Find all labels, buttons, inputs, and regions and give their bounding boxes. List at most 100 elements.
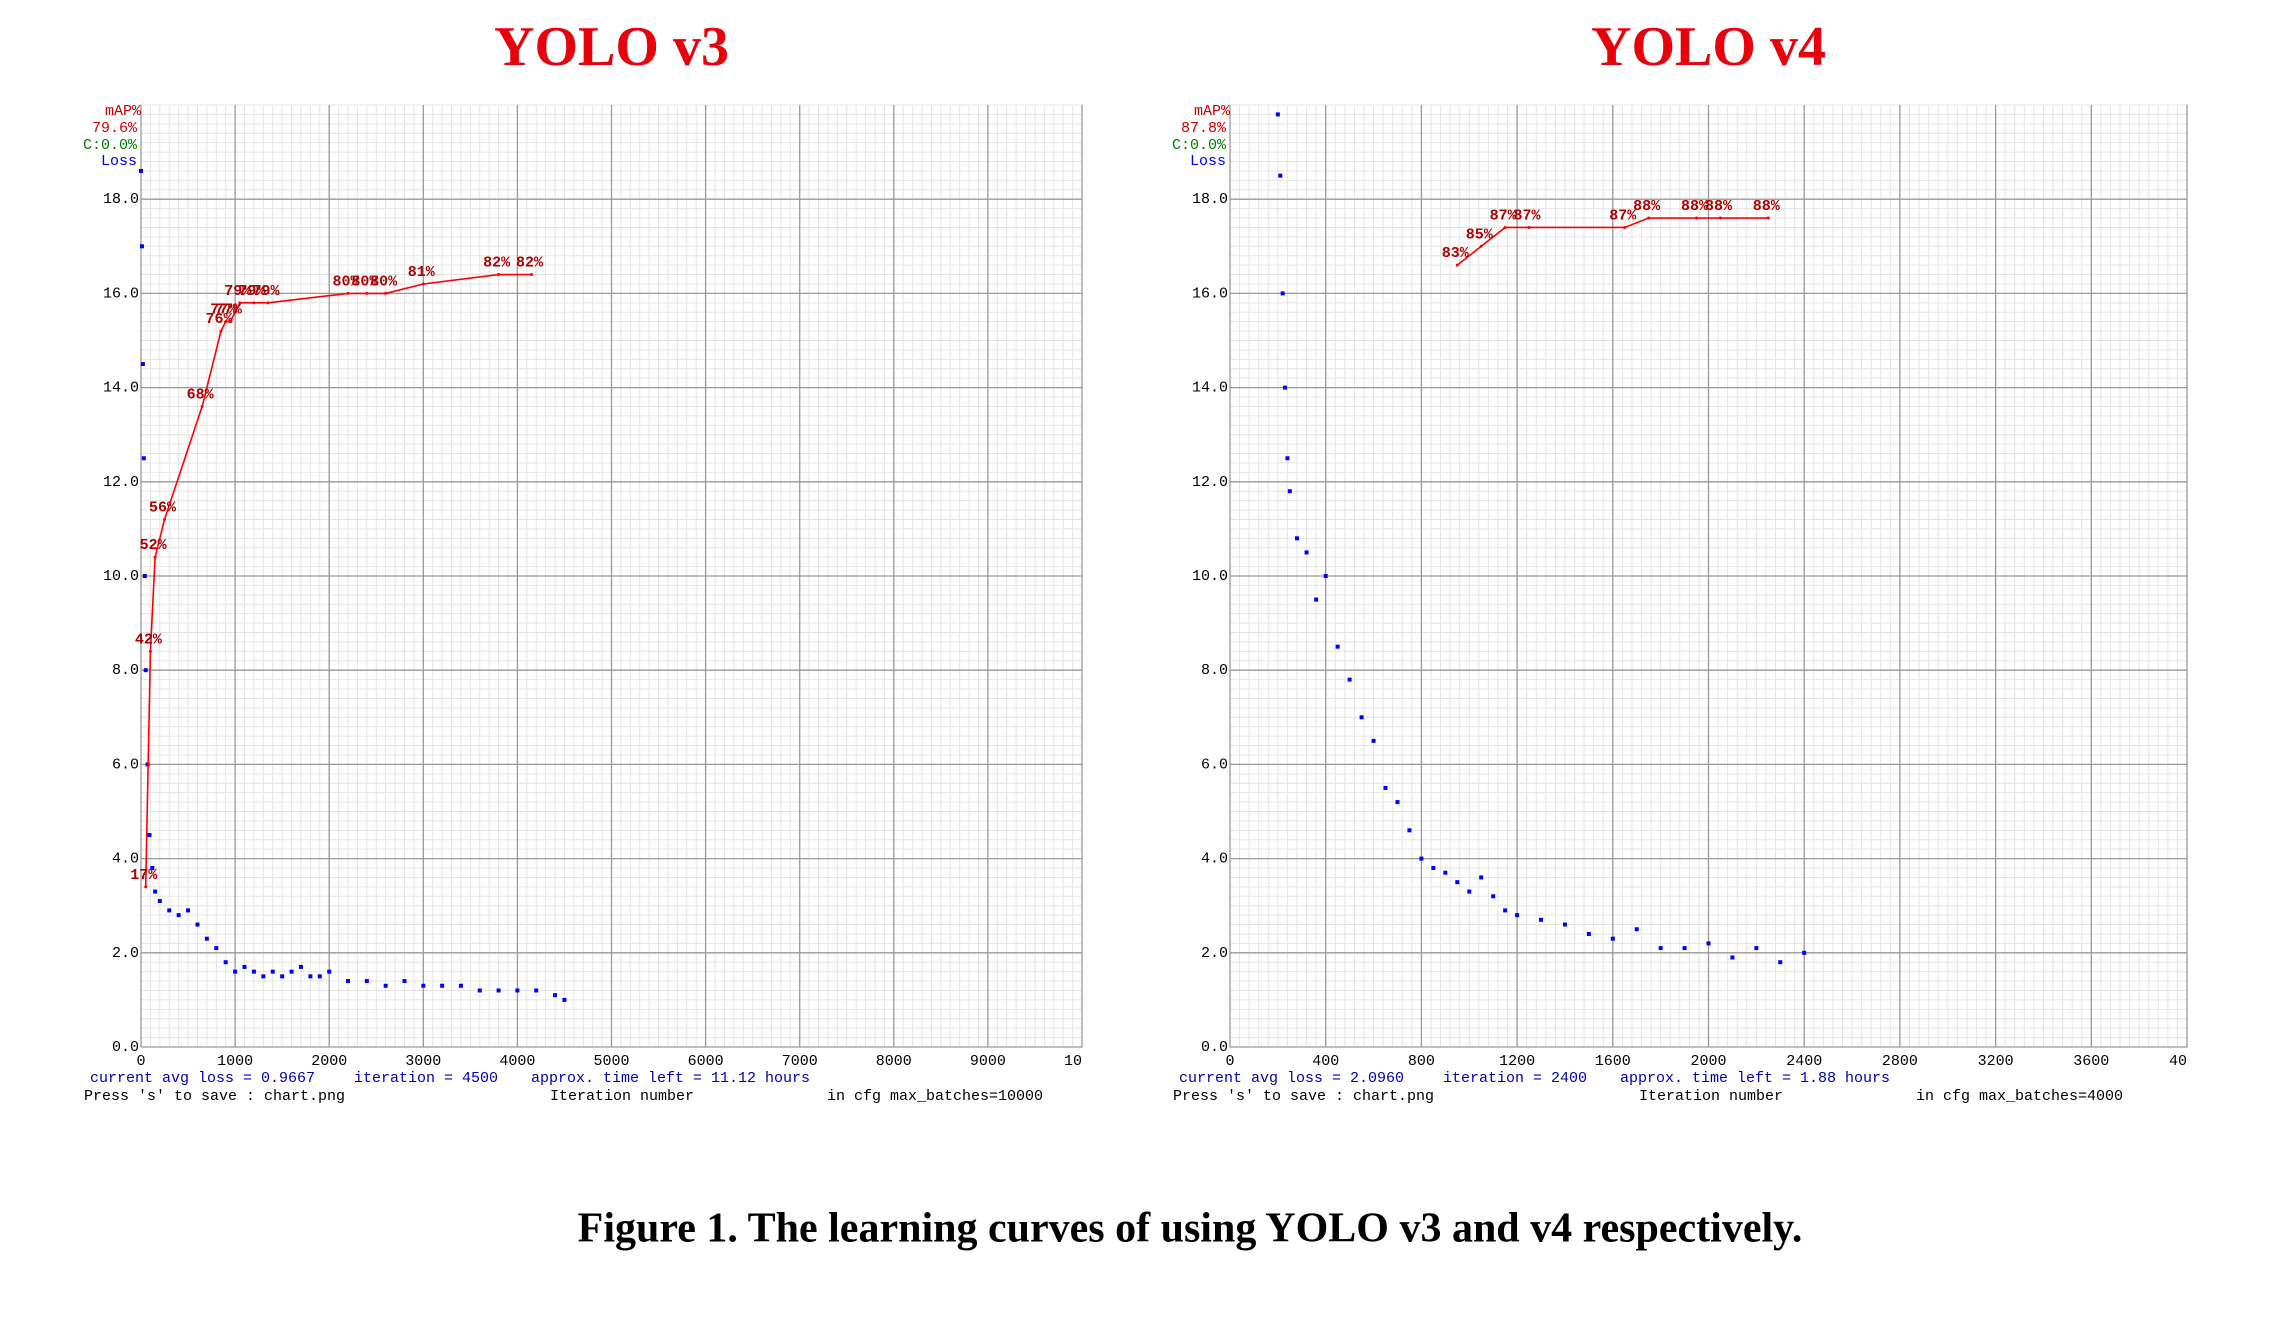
y-tick-label: 18.0 [1192, 191, 1228, 208]
x-tick-label: 3200 [1978, 1053, 2014, 1070]
loss-point [515, 988, 520, 993]
x-tick-label: 2800 [1882, 1053, 1918, 1070]
status-text: approx. time left = 1.88 hours [1620, 1070, 1890, 1087]
loss-point [308, 974, 313, 979]
legend-label: mAP% [105, 103, 142, 120]
map-point [148, 649, 152, 653]
loss-point [562, 997, 567, 1002]
loss-point [402, 979, 407, 984]
annotation: 87.8% [1181, 120, 1227, 137]
loss-point [1371, 738, 1376, 743]
loss-point [186, 908, 191, 913]
data-label: 52% [140, 537, 168, 554]
map-point [200, 404, 204, 408]
loss-point [289, 969, 294, 974]
loss-point [1419, 856, 1424, 861]
chart-title: YOLO v4 [1591, 16, 1826, 78]
map-point [421, 282, 425, 286]
data-label: 42% [135, 631, 163, 648]
map-point [1766, 216, 1770, 220]
loss-point [1335, 644, 1340, 649]
data-label: 76% [205, 311, 233, 328]
loss-point [139, 244, 144, 249]
status-text: current avg loss = 2.0960 [1179, 1070, 1404, 1087]
loss-point [496, 988, 501, 993]
loss-point [1610, 936, 1615, 941]
map-point [228, 320, 232, 324]
loss-point [214, 946, 219, 951]
loss-point [139, 168, 143, 173]
loss-point [1283, 385, 1288, 390]
map-point [238, 301, 242, 305]
data-label: 79% [224, 283, 252, 300]
map-point [219, 329, 223, 333]
loss-point [1479, 875, 1484, 880]
loss-point [1802, 950, 1807, 955]
loss-point [298, 964, 303, 969]
status-text: in cfg max_batches=4000 [1916, 1088, 2123, 1105]
legend-label: Loss [101, 153, 137, 170]
map-point [224, 320, 228, 324]
loss-point [195, 922, 200, 927]
loss-point [383, 983, 388, 988]
y-tick-label: 14.0 [103, 380, 139, 397]
loss-point [1539, 917, 1544, 922]
loss-point [261, 974, 266, 979]
x-tick-label: 2400 [1786, 1053, 1822, 1070]
data-label: 83% [1442, 245, 1470, 262]
y-tick-label: 2.0 [112, 945, 139, 962]
data-label: 80% [351, 273, 379, 290]
y-tick-label: 0.0 [1201, 1039, 1228, 1056]
status-text: Press 's' to save : chart.png [1173, 1088, 1434, 1105]
x-tick-label: 1000 [217, 1053, 253, 1070]
loss-point [1314, 597, 1319, 602]
data-label: 82% [516, 255, 544, 272]
x-tick-label: 6000 [688, 1053, 724, 1070]
x-tick-label: 1200 [1499, 1053, 1535, 1070]
data-label: 68% [187, 386, 215, 403]
loss-point [142, 574, 147, 578]
map-point [497, 273, 501, 277]
loss-point [421, 983, 426, 988]
map-point [144, 885, 148, 889]
y-tick-label: 18.0 [103, 191, 139, 208]
loss-point [364, 979, 369, 984]
loss-point [1285, 456, 1290, 461]
loss-point [458, 983, 463, 988]
x-tick-label: 8000 [876, 1053, 912, 1070]
map-point [365, 291, 369, 295]
chart-title: YOLO v3 [494, 16, 729, 78]
y-tick-label: 0.0 [112, 1039, 139, 1056]
loss-point [1395, 800, 1400, 805]
loss-point [153, 889, 158, 894]
x-axis-label: Iteration number [550, 1088, 694, 1105]
x-tick-label: 3600 [2073, 1053, 2109, 1070]
map-point [1527, 225, 1531, 229]
map-point [252, 301, 256, 305]
legend-label: mAP% [1194, 103, 1231, 120]
loss-point [327, 969, 332, 974]
map-point [1647, 216, 1651, 220]
loss-point [346, 979, 351, 984]
loss-point [1294, 536, 1299, 541]
x-tick-label: 9000 [970, 1053, 1006, 1070]
x-tick-label: 10 [1064, 1053, 1082, 1070]
loss-point [553, 993, 558, 998]
loss-point [251, 969, 256, 974]
loss-point [1455, 880, 1460, 885]
status-text: Press 's' to save : chart.png [84, 1088, 345, 1105]
status-text: approx. time left = 11.12 hours [531, 1070, 810, 1087]
loss-point [1658, 946, 1663, 951]
status-text: iteration = 4500 [354, 1070, 498, 1087]
x-axis-label: Iteration number [1639, 1088, 1783, 1105]
loss-point [1278, 173, 1283, 178]
map-point [530, 273, 534, 277]
loss-point [1586, 931, 1591, 936]
y-tick-label: 2.0 [1201, 945, 1228, 962]
loss-point [204, 936, 209, 941]
x-tick-label: 1600 [1595, 1053, 1631, 1070]
data-label: 82% [483, 255, 511, 272]
y-tick-label: 12.0 [103, 474, 139, 491]
loss-point [233, 969, 238, 974]
data-label: 56% [149, 499, 177, 516]
